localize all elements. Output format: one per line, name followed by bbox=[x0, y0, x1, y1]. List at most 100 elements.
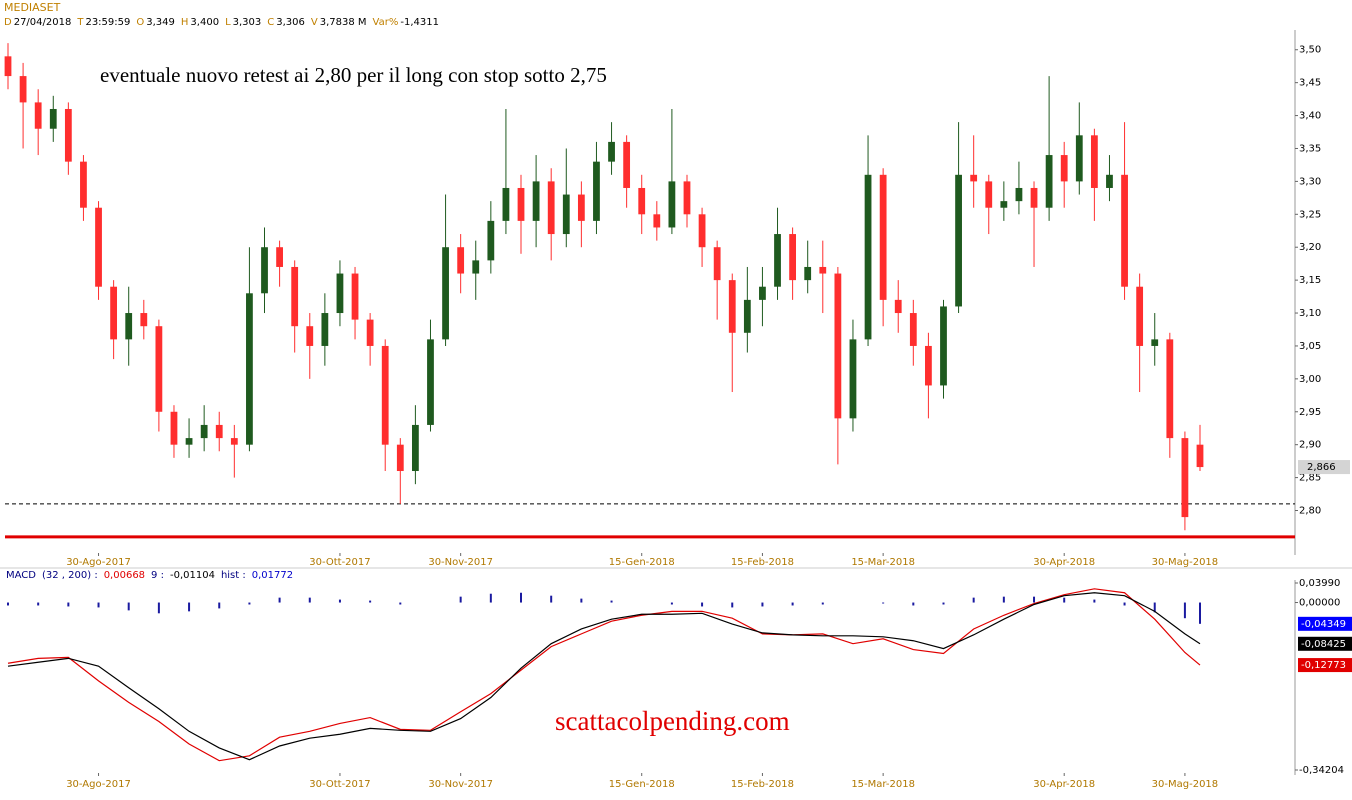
candle-body bbox=[366, 319, 374, 346]
x-tick-label: 15-Feb-2018 bbox=[731, 557, 794, 568]
x-tick-label: 30-Nov-2017 bbox=[428, 779, 493, 790]
y-tick-label: 0,00000 bbox=[1299, 598, 1340, 609]
info-key: T bbox=[76, 17, 84, 28]
info-value: 27/04/2018 bbox=[14, 17, 72, 28]
candle-body bbox=[230, 438, 238, 445]
info-key: D bbox=[4, 17, 12, 28]
x-tick-label: 30-Nov-2017 bbox=[428, 557, 493, 568]
candle-body bbox=[1106, 174, 1113, 188]
y-tick-label: 2,95 bbox=[1299, 407, 1321, 418]
candle-body bbox=[894, 299, 902, 314]
candle-body bbox=[351, 273, 359, 320]
candle-body bbox=[155, 326, 163, 412]
x-tick-label: 30-Ago-2017 bbox=[66, 557, 131, 568]
y-tick-label: 3,50 bbox=[1299, 45, 1321, 56]
candle-body bbox=[1090, 135, 1098, 188]
candle-body bbox=[864, 174, 872, 340]
candle-body bbox=[1000, 201, 1008, 208]
candle-body bbox=[4, 56, 12, 77]
annotation: eventuale nuovo retest ai 2,80 per il lo… bbox=[100, 63, 607, 87]
candle-body bbox=[215, 424, 223, 439]
candle-body bbox=[517, 187, 525, 221]
macd-info: MACD (32 , 200) : 0,00668 9 : -0,01104 hist :… bbox=[6, 570, 293, 581]
candle-body bbox=[1196, 444, 1204, 468]
value-box-label: -0,12773 bbox=[1301, 660, 1346, 671]
candle-body bbox=[125, 313, 133, 340]
candle-body bbox=[200, 424, 208, 439]
y-tick-label: 3,40 bbox=[1299, 111, 1321, 122]
candle-body bbox=[321, 313, 329, 346]
watermark: scattacolpending.com bbox=[555, 706, 790, 736]
y-tick-label: 3,35 bbox=[1299, 143, 1321, 154]
candle-body bbox=[623, 141, 631, 188]
candle-body bbox=[185, 438, 193, 445]
y-tick-label: 3,05 bbox=[1299, 341, 1321, 352]
candle-body bbox=[759, 286, 766, 300]
candle-body bbox=[1121, 174, 1128, 287]
candle-body bbox=[985, 181, 993, 208]
y-tick-label: 0,03990 bbox=[1299, 578, 1340, 589]
candle-body bbox=[95, 207, 102, 287]
macd-info-item: MACD bbox=[6, 570, 36, 581]
candle-body bbox=[140, 313, 148, 327]
value-box-label: -0,08425 bbox=[1301, 639, 1346, 650]
candle-body bbox=[819, 266, 827, 274]
candle-body bbox=[713, 247, 721, 281]
candle-body bbox=[472, 260, 480, 274]
candle-body bbox=[1136, 286, 1144, 346]
candle-body bbox=[608, 141, 615, 162]
candle-body bbox=[955, 174, 962, 307]
x-tick-label: 30-Apr-2018 bbox=[1033, 779, 1095, 790]
y-tick-label: 2,85 bbox=[1299, 473, 1321, 484]
candle-body bbox=[49, 108, 57, 129]
candle-body bbox=[879, 174, 887, 300]
y-tick-label: 2,90 bbox=[1299, 440, 1321, 451]
value-box bbox=[1298, 636, 1352, 651]
chart-title: MEDIASET bbox=[4, 1, 61, 14]
candle-body bbox=[547, 181, 555, 235]
candle-body bbox=[683, 181, 691, 215]
candle-body bbox=[1045, 155, 1053, 208]
candle-body bbox=[427, 339, 434, 425]
y-tick-label: -0,34204 bbox=[1299, 765, 1344, 776]
x-tick-label: 30-Ago-2017 bbox=[66, 779, 131, 790]
candle-body bbox=[743, 299, 751, 333]
candle-body bbox=[336, 273, 344, 314]
candle-body bbox=[909, 313, 917, 346]
x-tick-label: 15-Gen-2018 bbox=[609, 779, 675, 790]
value-box-label: -0,04349 bbox=[1301, 619, 1346, 630]
candle-body bbox=[668, 181, 676, 228]
y-tick-label: 3,10 bbox=[1299, 308, 1321, 319]
candle-body bbox=[789, 234, 797, 281]
info-key: C bbox=[267, 17, 274, 28]
macd-line bbox=[7, 588, 1201, 762]
candle-body bbox=[834, 273, 842, 419]
x-tick-label: 30-Mag-2018 bbox=[1152, 779, 1219, 790]
macd-info-item: 0,01772 bbox=[252, 570, 293, 581]
candle-body bbox=[502, 187, 510, 221]
candle-body bbox=[306, 326, 314, 346]
candle-body bbox=[1166, 339, 1174, 439]
last-price-label: 2,866 bbox=[1307, 462, 1336, 473]
last-price-box bbox=[1298, 460, 1350, 475]
candle-body bbox=[1060, 155, 1068, 182]
x-tick-label: 15-Gen-2018 bbox=[609, 557, 675, 568]
quote-info: D 27/04/2018 T 23:59:59 O 3,349 H 3,400 L 3,303 C 3… bbox=[4, 17, 439, 28]
info-key: O bbox=[136, 17, 144, 28]
y-tick-label: 3,15 bbox=[1299, 275, 1321, 286]
macd-info-item: -0,01104 bbox=[170, 570, 215, 581]
candle-body bbox=[940, 306, 947, 386]
candle-body bbox=[411, 424, 419, 472]
macd-info-item: hist : bbox=[221, 570, 246, 581]
info-key: Var% bbox=[373, 17, 399, 28]
x-tick-label: 15-Mar-2018 bbox=[851, 557, 915, 568]
y-tick-label: 3,30 bbox=[1299, 176, 1321, 187]
y-tick-label: 2,80 bbox=[1299, 506, 1321, 517]
x-tick-label: 30-Apr-2018 bbox=[1033, 557, 1095, 568]
macd-info-item: 9 : bbox=[151, 570, 164, 581]
candle-body bbox=[276, 247, 283, 267]
candle-body bbox=[110, 286, 118, 340]
y-tick-label: 3,45 bbox=[1299, 78, 1321, 89]
info-value: 3,349 bbox=[146, 17, 175, 28]
